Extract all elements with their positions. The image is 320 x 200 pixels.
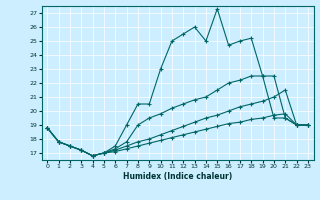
X-axis label: Humidex (Indice chaleur): Humidex (Indice chaleur)	[123, 172, 232, 181]
